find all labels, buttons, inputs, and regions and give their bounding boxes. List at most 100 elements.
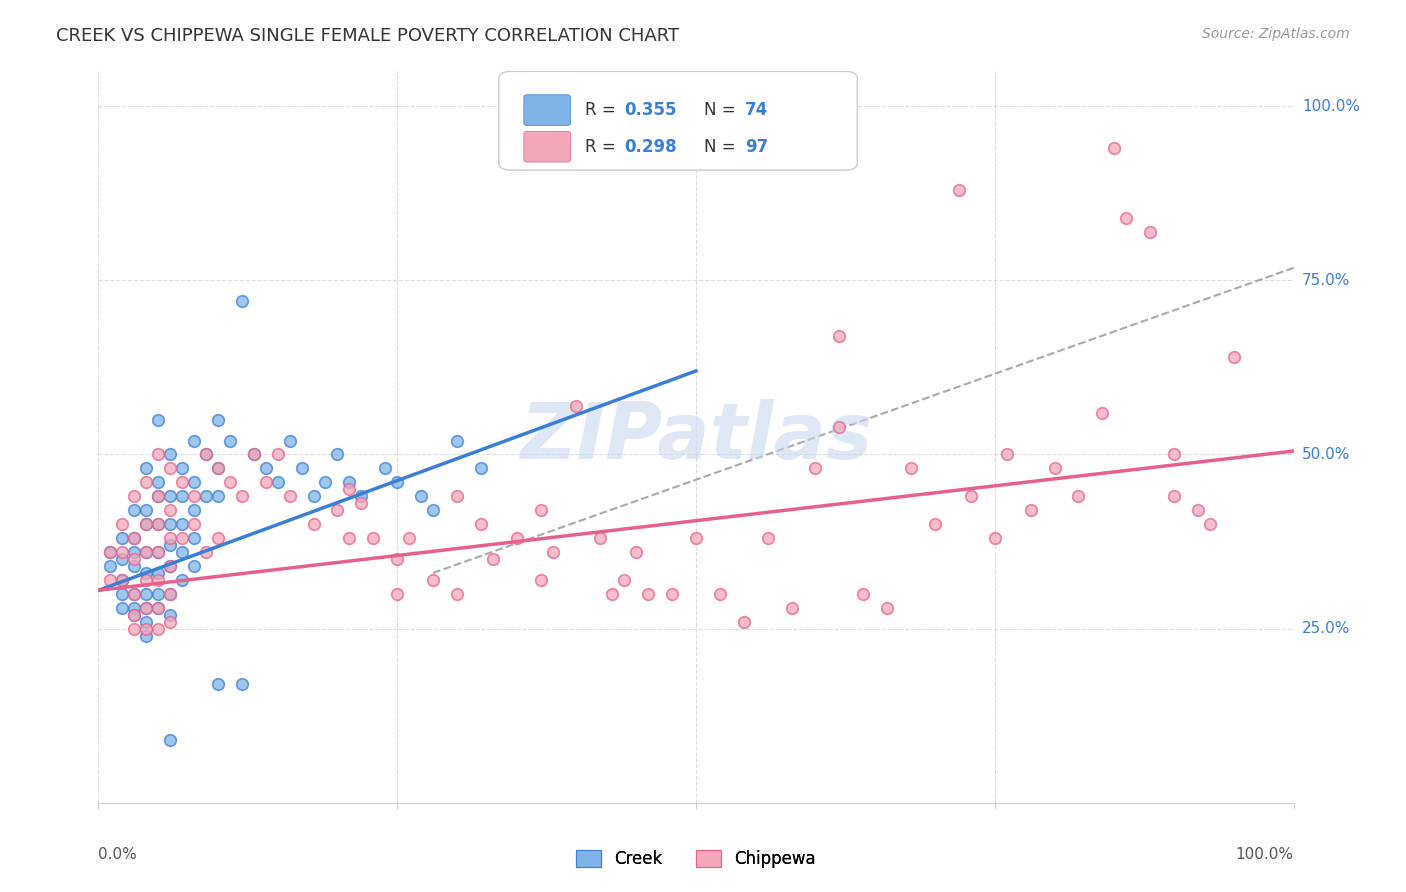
Text: N =: N = xyxy=(704,137,741,156)
FancyBboxPatch shape xyxy=(524,131,571,162)
Point xyxy=(135,573,157,587)
Point xyxy=(207,531,229,545)
Text: 50.0%: 50.0% xyxy=(1302,447,1350,462)
Point xyxy=(183,558,205,573)
Point xyxy=(111,573,134,587)
Point xyxy=(148,517,170,532)
Point xyxy=(135,545,157,559)
Point xyxy=(1091,406,1114,420)
Point xyxy=(159,448,181,462)
Point xyxy=(183,475,205,490)
Point xyxy=(900,461,922,475)
Point xyxy=(111,545,134,559)
Text: 74: 74 xyxy=(745,101,768,120)
Point xyxy=(530,573,553,587)
Point xyxy=(589,531,612,545)
Point xyxy=(1187,503,1209,517)
Point xyxy=(98,545,122,559)
Point xyxy=(172,573,194,587)
Point xyxy=(422,503,444,517)
Point xyxy=(350,489,373,503)
Point xyxy=(183,531,205,545)
FancyBboxPatch shape xyxy=(524,95,571,126)
Point xyxy=(709,587,731,601)
Point xyxy=(111,587,134,601)
Point xyxy=(124,607,146,622)
Point xyxy=(374,461,396,475)
Text: 100.0%: 100.0% xyxy=(1302,99,1360,113)
Point xyxy=(267,475,290,490)
Point xyxy=(984,531,1007,545)
Point xyxy=(124,587,146,601)
Point xyxy=(541,545,564,559)
Point xyxy=(243,448,266,462)
Point xyxy=(124,607,146,622)
Point xyxy=(111,517,134,532)
Point xyxy=(135,545,157,559)
Point xyxy=(995,448,1018,462)
Point xyxy=(159,503,181,517)
Point xyxy=(159,615,181,629)
Point xyxy=(207,489,229,503)
Point xyxy=(172,489,194,503)
Point xyxy=(135,600,157,615)
Point xyxy=(326,448,349,462)
Point xyxy=(1104,141,1126,155)
Point xyxy=(411,489,433,503)
Point xyxy=(470,517,492,532)
Text: 0.298: 0.298 xyxy=(624,137,676,156)
Point xyxy=(124,558,146,573)
Point xyxy=(159,517,181,532)
Text: 0.0%: 0.0% xyxy=(98,847,138,862)
Point xyxy=(207,412,229,426)
Text: 75.0%: 75.0% xyxy=(1302,273,1350,288)
Point xyxy=(231,294,253,309)
Point xyxy=(470,461,492,475)
Text: Source: ZipAtlas.com: Source: ZipAtlas.com xyxy=(1202,27,1350,41)
Point xyxy=(626,545,648,559)
Point xyxy=(135,629,157,643)
Point xyxy=(207,461,229,475)
Point xyxy=(124,600,146,615)
Point xyxy=(756,531,779,545)
Point xyxy=(195,489,218,503)
Point xyxy=(148,545,170,559)
Point xyxy=(1019,503,1042,517)
Point xyxy=(422,573,444,587)
Point xyxy=(339,531,361,545)
Point xyxy=(111,531,134,545)
Text: R =: R = xyxy=(585,137,621,156)
FancyBboxPatch shape xyxy=(499,71,858,170)
Point xyxy=(326,503,349,517)
Point xyxy=(267,448,290,462)
Text: CREEK VS CHIPPEWA SINGLE FEMALE POVERTY CORRELATION CHART: CREEK VS CHIPPEWA SINGLE FEMALE POVERTY … xyxy=(56,27,679,45)
Point xyxy=(1043,461,1066,475)
Point xyxy=(1163,489,1185,503)
Point xyxy=(124,545,146,559)
Point xyxy=(111,573,134,587)
Point xyxy=(124,531,146,545)
Text: 25.0%: 25.0% xyxy=(1302,621,1350,636)
Point xyxy=(172,531,194,545)
Point xyxy=(733,615,755,629)
Point xyxy=(172,545,194,559)
Point xyxy=(602,587,624,601)
Point xyxy=(148,600,170,615)
Point xyxy=(159,558,181,573)
Point xyxy=(98,558,122,573)
Point xyxy=(135,587,157,601)
Point xyxy=(159,607,181,622)
Point xyxy=(302,489,325,503)
Point xyxy=(159,558,181,573)
Point xyxy=(828,329,851,343)
Text: N =: N = xyxy=(704,101,741,120)
Point xyxy=(148,475,170,490)
Point xyxy=(172,517,194,532)
Point xyxy=(183,517,205,532)
Point xyxy=(98,545,122,559)
Point xyxy=(1115,211,1137,225)
Point xyxy=(219,434,242,448)
Point xyxy=(111,600,134,615)
Point xyxy=(135,517,157,532)
Point xyxy=(613,573,636,587)
